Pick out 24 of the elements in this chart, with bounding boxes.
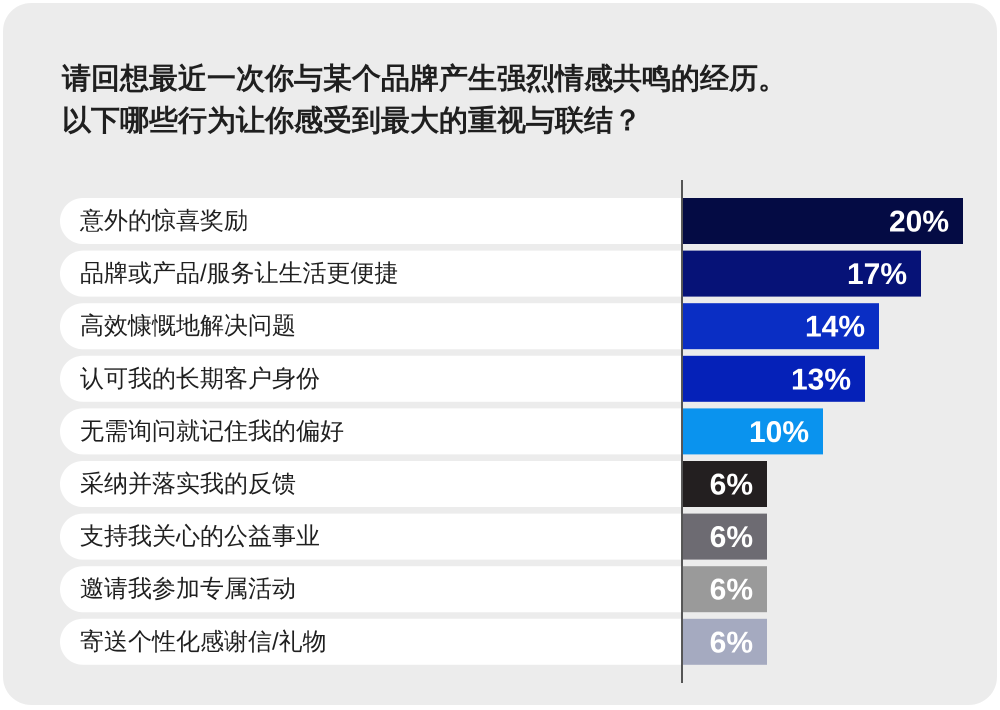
data-label: 20%	[888, 206, 949, 238]
y-tick-label: 采纳并落实我的反馈	[80, 470, 296, 498]
y-tick-label: 认可我的长期客户身份	[80, 365, 320, 392]
data-label: 6%	[710, 574, 753, 607]
y-tick-label: 高效慷慨地解决问题	[80, 312, 296, 340]
data-label: 14%	[804, 310, 865, 344]
data-label: 17%	[846, 258, 907, 292]
data-label: 13%	[790, 363, 851, 396]
data-label: 6%	[710, 521, 753, 554]
bar	[683, 250, 921, 297]
data-label: 6%	[710, 468, 753, 502]
text: 请回想最近一次你与某个品牌产生强烈情感共鸣的经历。以下哪些行为让你感受到最大的重视与联结？	[61, 62, 787, 137]
y-tick-label: 寄送个性化感谢信/礼物	[80, 628, 327, 656]
y-tick-label: 品牌或产品/服务让生活更便捷	[80, 260, 399, 288]
bar	[683, 198, 963, 244]
bar	[683, 356, 865, 402]
y-tick-label: 支持我关心的公益事业	[80, 523, 320, 550]
data-label: 10%	[748, 416, 809, 449]
bar	[683, 303, 879, 350]
y-tick-label: 无需询问就记住我的偏好	[80, 418, 344, 445]
y-tick-label: 意外的惊喜奖励	[79, 208, 248, 234]
y-tick-label: 邀请我参加专属活动	[80, 576, 296, 603]
bar	[683, 408, 823, 454]
data-label: 6%	[710, 626, 753, 660]
